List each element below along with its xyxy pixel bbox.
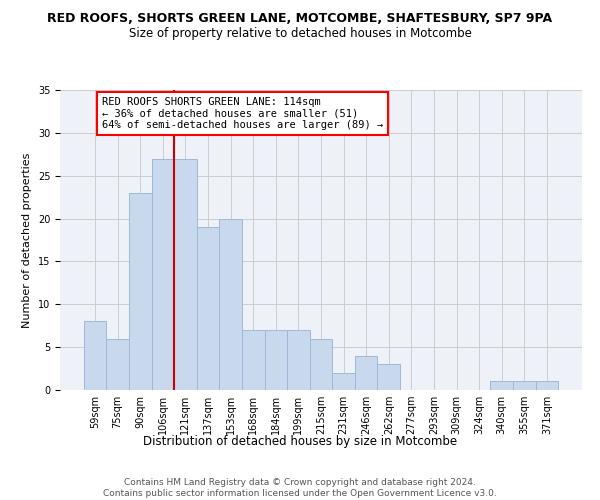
Bar	[220, 218, 242, 390]
Text: Distribution of detached houses by size in Motcombe: Distribution of detached houses by size …	[143, 435, 457, 448]
Bar	[490, 382, 513, 390]
Bar	[197, 227, 220, 390]
Bar	[265, 330, 287, 390]
Bar	[174, 158, 197, 390]
Bar	[242, 330, 265, 390]
Bar	[310, 338, 332, 390]
Text: RED ROOFS, SHORTS GREEN LANE, MOTCOMBE, SHAFTESBURY, SP7 9PA: RED ROOFS, SHORTS GREEN LANE, MOTCOMBE, …	[47, 12, 553, 26]
Bar	[287, 330, 310, 390]
Text: Size of property relative to detached houses in Motcombe: Size of property relative to detached ho…	[128, 28, 472, 40]
Bar	[536, 382, 558, 390]
Bar	[355, 356, 377, 390]
Text: RED ROOFS SHORTS GREEN LANE: 114sqm
← 36% of detached houses are smaller (51)
64: RED ROOFS SHORTS GREEN LANE: 114sqm ← 36…	[102, 97, 383, 130]
Bar	[332, 373, 355, 390]
Bar	[377, 364, 400, 390]
Bar	[106, 338, 129, 390]
Text: Contains HM Land Registry data © Crown copyright and database right 2024.
Contai: Contains HM Land Registry data © Crown c…	[103, 478, 497, 498]
Bar	[84, 322, 106, 390]
Bar	[513, 382, 536, 390]
Bar	[152, 158, 174, 390]
Y-axis label: Number of detached properties: Number of detached properties	[22, 152, 32, 328]
Bar	[129, 193, 152, 390]
